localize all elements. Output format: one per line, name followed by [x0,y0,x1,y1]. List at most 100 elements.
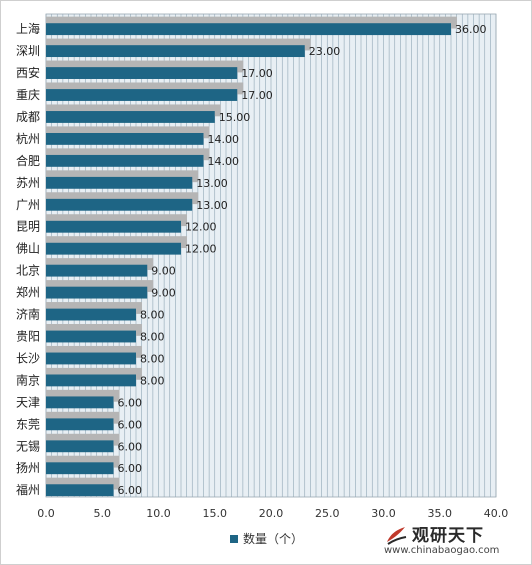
data-label: 6.00 [118,484,143,497]
data-label: 8.00 [140,374,165,387]
data-label: 9.00 [151,265,176,278]
category-label: 扬州 [16,460,40,475]
watermark-url: www.chinabaogao.com [384,545,500,556]
data-label: 36.00 [455,23,487,36]
data-label: 6.00 [118,396,143,409]
category-label: 深圳 [16,44,40,58]
bar-shadow [46,104,221,117]
category-label: 福州 [16,482,40,497]
category-label: 郑州 [16,285,40,300]
category-label: 杭州 [16,131,40,146]
bar [46,154,204,167]
category-label: 合肥 [16,153,40,168]
bar-shadow [46,148,210,161]
bar [46,220,181,233]
bar [46,418,114,431]
x-tick-label: 30.0 [371,507,396,520]
data-label: 13.00 [196,199,228,212]
category-label: 西安 [16,65,40,80]
data-label: 8.00 [140,331,165,344]
bar-shadow [46,236,187,249]
category-label: 济南 [16,307,40,322]
category-label: 成都 [16,110,40,124]
bar [46,176,193,189]
category-label: 南京 [16,372,40,387]
data-label: 17.00 [241,67,273,80]
watermark-name: 观研天下 [412,526,484,546]
bar-shadow [46,280,154,292]
category-label: 北京 [16,264,40,278]
bar [46,242,181,255]
bar-shadow [46,477,120,490]
bar [46,45,305,58]
bar-shadow [46,389,120,402]
bar [46,67,238,79]
x-tick-label: 0.0 [37,507,55,520]
x-tick-label: 15.0 [203,507,228,520]
data-label: 9.00 [151,287,176,300]
category-label: 重庆 [16,88,40,102]
category-label: 东莞 [16,417,40,431]
data-label: 12.00 [185,221,217,234]
data-label: 6.00 [118,418,143,431]
bar-shadow [46,455,120,468]
bar [46,374,136,387]
category-label: 无锡 [16,438,40,453]
data-label: 12.00 [185,243,217,256]
bar [46,440,114,453]
bar [46,23,451,36]
legend: 数量（个） [230,530,303,547]
x-tick-label: 25.0 [315,507,340,520]
bar [46,264,148,277]
bar-shadow [46,323,142,336]
bar-shadow [46,367,142,380]
bar-shadow [46,38,311,51]
bar [46,89,238,101]
category-label: 昆明 [16,220,40,234]
category-label: 天津 [16,395,40,409]
data-label: 13.00 [196,177,228,190]
bar [46,111,215,123]
bar-shadow [46,302,142,314]
bar-shadow [46,60,244,73]
data-label: 6.00 [118,440,143,453]
bar-shadow [46,345,142,358]
bar-shadow [46,170,199,183]
watermark: 观研天下 www.chinabaogao.com [384,519,524,559]
category-label: 上海 [16,21,40,36]
legend-label: 数量（个） [243,532,304,546]
bar-shadow [46,411,120,424]
data-label: 15.00 [219,111,251,124]
bar [46,286,148,299]
x-tick-label: 20.0 [259,507,284,520]
category-label: 苏州 [16,176,40,190]
category-label: 长沙 [16,351,40,365]
bar [46,132,204,145]
category-label: 贵阳 [16,330,40,344]
x-tick-label: 40.0 [484,507,509,520]
data-label: 23.00 [309,45,341,58]
bar-shadow [46,82,244,95]
data-label: 14.00 [208,155,240,168]
bar [46,352,136,365]
x-tick-label: 10.0 [146,507,171,520]
category-label: 广州 [16,198,40,212]
bar [46,484,114,497]
data-label: 14.00 [208,133,240,146]
x-tick-label: 5.0 [94,507,112,520]
bar-shadow [46,258,154,270]
bar [46,198,193,211]
category-label: 佛山 [16,242,40,256]
bar-shadow [46,16,457,29]
data-label: 6.00 [118,462,143,475]
bar-shadow [46,214,187,227]
bar [46,308,136,321]
watermark-logo-icon [387,527,407,545]
legend-swatch [230,534,238,543]
bar [46,330,136,343]
bar [46,462,114,475]
data-label: 17.00 [241,89,273,102]
plot-border [45,13,497,498]
bar [46,396,114,409]
